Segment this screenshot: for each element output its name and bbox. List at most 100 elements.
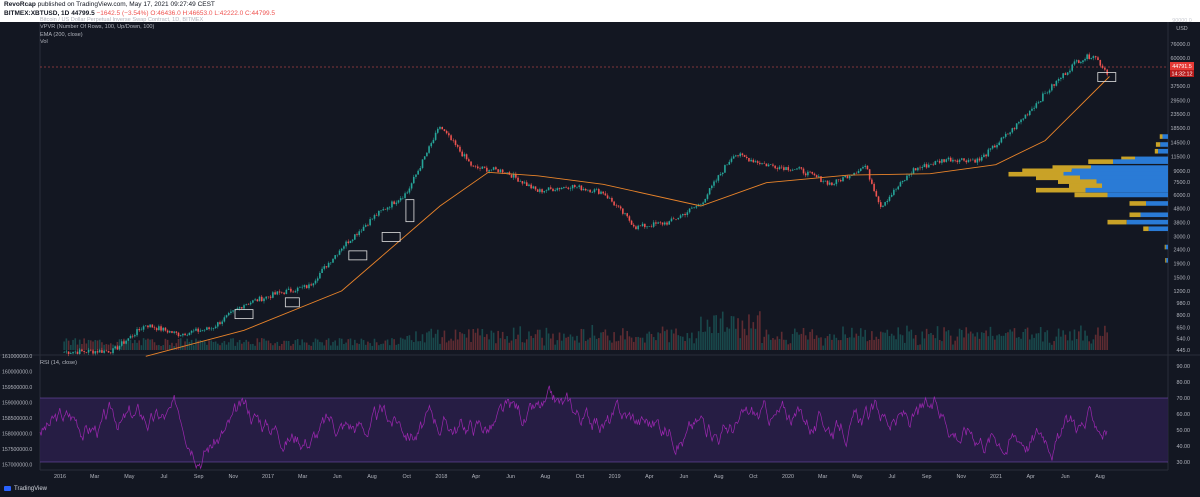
volume-bar	[504, 339, 506, 350]
volume-bar	[593, 335, 596, 350]
volume-bar	[728, 328, 731, 350]
candle-body	[886, 200, 889, 203]
candle-body	[756, 161, 759, 163]
time-axis[interactable]: 2016 Mar May Jul Sep Nov 2017 Mar Jun Aug Oct 2018 A…	[54, 474, 1105, 480]
legend-vpvr[interactable]: VPVR (Number Of Rows, 100, Up/Down, 100)	[40, 24, 155, 31]
rsi-axis[interactable]: 90.00 80.00 70.00 60.00 50.00 40.00 30.00	[1177, 364, 1191, 466]
candle-body	[666, 222, 668, 225]
vp-bar-down	[1107, 219, 1127, 225]
candle-body	[208, 327, 210, 330]
brand-label: TradingView	[14, 486, 48, 493]
volume-bar	[474, 332, 477, 350]
volume-bar	[743, 328, 746, 350]
volume-bar	[930, 332, 932, 350]
current-price-tag[interactable]: 44791.5 14:32:12	[1170, 62, 1194, 78]
candle-body	[173, 331, 175, 333]
annotation-boxes[interactable]	[234, 72, 1117, 320]
volume-bar	[321, 342, 323, 350]
volume-bar	[369, 343, 371, 350]
volume-bar	[399, 337, 402, 350]
volume-bar	[459, 331, 461, 350]
volume-bar	[221, 342, 223, 350]
volume-bar	[980, 332, 983, 350]
candle-body	[1099, 60, 1102, 66]
volume-bar	[912, 338, 915, 350]
volume-bar	[203, 341, 206, 350]
volume-bar	[815, 335, 818, 350]
candle-body	[221, 321, 223, 324]
volume-bar	[682, 336, 684, 350]
candle-body	[941, 159, 943, 163]
volume-bar	[404, 339, 406, 350]
volume-bar	[1055, 336, 1058, 350]
time-tick-label: 2020	[782, 474, 794, 480]
volume-bar	[98, 339, 101, 350]
volume-bar	[454, 329, 457, 350]
volume-bar	[958, 328, 961, 350]
candle-body	[1015, 123, 1018, 130]
candle-body	[490, 169, 493, 171]
rsi-tick-label: 80.00	[1177, 380, 1191, 386]
volume-bar	[72, 339, 74, 350]
candle-body	[434, 132, 437, 140]
volume-bar	[70, 344, 72, 350]
volume-bar	[842, 326, 844, 350]
volume-bar	[131, 343, 134, 350]
candle-body	[258, 296, 261, 302]
volume-axis-left[interactable]: 161000000.0 160000000.0 159500000.0 1590000…	[2, 354, 32, 469]
time-tick-label: 2016	[54, 474, 66, 480]
candle-body	[488, 170, 490, 172]
legend-vol[interactable]: Vol	[40, 39, 48, 46]
candle-body	[151, 324, 154, 328]
volume-bar	[439, 343, 441, 350]
vp-bar-down	[1155, 142, 1161, 147]
candle-body	[648, 226, 651, 227]
price-tick-label: 23500.0	[1171, 112, 1191, 118]
price-tick-label: 7500.0	[1174, 180, 1191, 186]
candle-body	[726, 164, 728, 166]
volume-bar	[249, 344, 252, 350]
time-tick-label: Nov	[229, 474, 239, 480]
candle-body	[283, 292, 285, 294]
left-tick-label: 161000000.0	[2, 354, 32, 360]
candle-body	[378, 210, 380, 216]
volume-bar	[965, 327, 968, 350]
volume-bar	[888, 336, 891, 350]
volume-bar	[606, 335, 609, 350]
volume-bar	[481, 328, 484, 350]
candle-body	[219, 322, 221, 324]
author-name[interactable]: RevoRcap	[4, 1, 36, 8]
candle-body	[728, 161, 731, 165]
volume-bar	[94, 339, 97, 350]
candle-body	[107, 350, 110, 353]
price-axis-unit: USD	[1176, 26, 1187, 32]
volume-bar	[739, 338, 742, 350]
volume-bar	[412, 342, 415, 350]
candle-body	[399, 198, 402, 201]
legend-ema[interactable]: EMA (200, close)	[40, 31, 83, 38]
volume-bar	[375, 342, 378, 350]
candle-body	[622, 208, 624, 214]
volume-bar	[149, 339, 151, 350]
volume-bar	[87, 339, 90, 350]
volume-bar	[168, 345, 171, 350]
candle-body	[120, 341, 123, 346]
candle-body	[443, 129, 446, 131]
volume-bar	[101, 342, 103, 350]
rsi-legend[interactable]: RSI (14, close)	[40, 360, 77, 366]
price-axis[interactable]: 76000.060000.047500.037500.029500.023500…	[1171, 42, 1191, 354]
volume-bar	[310, 345, 312, 350]
volume-bar	[536, 329, 539, 350]
candle-body	[899, 182, 902, 187]
volume-bar	[943, 327, 945, 350]
candle-body	[1048, 90, 1051, 93]
volume-bar	[1094, 334, 1097, 350]
tradingview-logo[interactable]: TradingView	[4, 486, 47, 492]
candle-body	[182, 333, 184, 336]
volume-bar	[1064, 334, 1067, 350]
volume-bar	[855, 333, 858, 350]
volume-bar	[776, 336, 779, 350]
candle-body	[123, 341, 125, 344]
candle-body	[1018, 122, 1020, 124]
